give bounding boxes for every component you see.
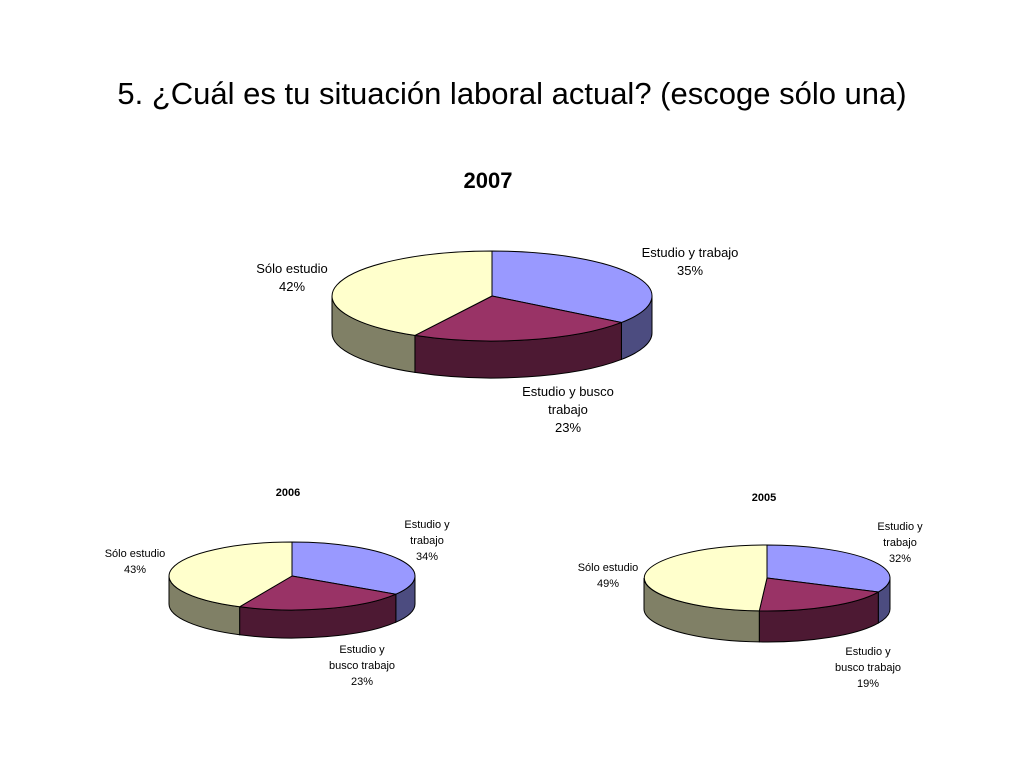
data-label-solo-estudio: Sólo estudio 49% [578, 562, 639, 590]
slice-estudio-y-busco-trabajo [239, 575, 397, 611]
slice-solo-estudio [331, 250, 493, 336]
slice-solo-estudio [643, 544, 768, 612]
slice-estudio-y-trabajo [766, 544, 891, 593]
data-label-estudio-y-busco-trabajo: Estudio y busco trabajo 19% [835, 646, 901, 690]
data-label-estudio-y-trabajo: Estudio y trabajo 34% [404, 519, 450, 563]
chart-title: 2005 [752, 492, 776, 504]
pie-chart-2005: 2005 Estudio y trabajo 32% Estudio y busco tr… [578, 492, 923, 690]
data-label-estudio-y-busco-trabajo: Estudio y busco trabajo 23% [329, 644, 395, 688]
slice-estudio-y-busco-trabajo [414, 295, 622, 342]
data-label-estudio-y-busco-trabajo: Estudio y busco trabajo 23% [522, 384, 614, 435]
pie-chart-2007: 2007 Estudio y trabajo 35% Estudio y busco t… [256, 168, 738, 435]
slice-estudio-y-trabajo [491, 250, 653, 323]
data-label-estudio-y-trabajo: Estudio y trabajo 32% [877, 521, 923, 565]
data-label-solo-estudio: Sólo estudio 43% [105, 548, 166, 576]
chart-title: 2006 [276, 487, 300, 499]
pie-chart-2006: 2006 Estudio y trabajo 34% Estudio y busco tr… [105, 487, 450, 688]
data-label-estudio-y-trabajo: Estudio y trabajo 35% [642, 245, 739, 278]
slide-title: 5. ¿Cuál es tu situación laboral actual?… [117, 76, 907, 111]
slice-solo-estudio [168, 541, 293, 608]
chart-title: 2007 [464, 168, 513, 193]
slice-estudio-y-busco-trabajo [758, 577, 879, 612]
data-label-solo-estudio: Sólo estudio 42% [256, 261, 328, 294]
